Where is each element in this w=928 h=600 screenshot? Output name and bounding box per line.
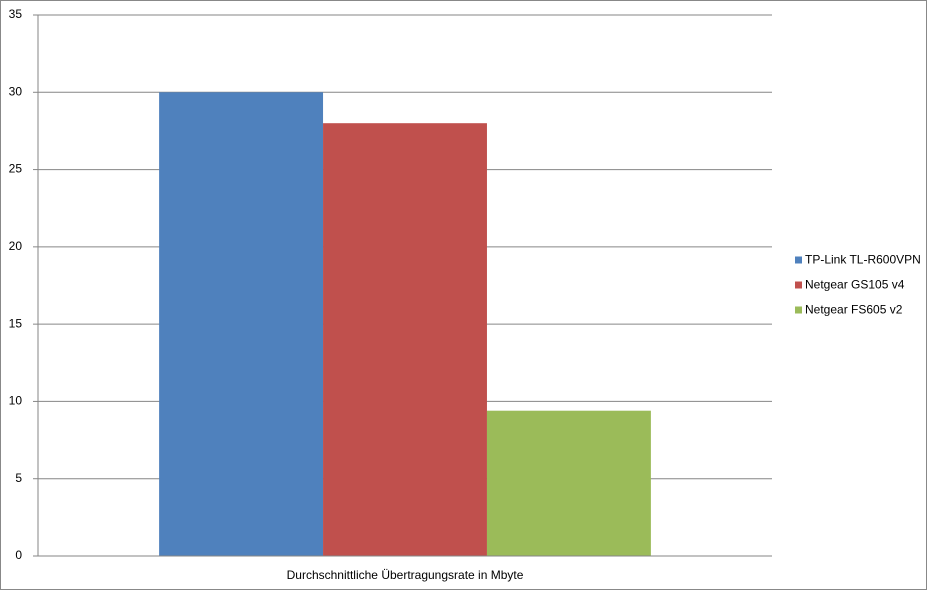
y-tick-label: 5 bbox=[15, 471, 22, 485]
y-tick-label: 30 bbox=[9, 84, 23, 98]
legend-label: Netgear FS605 v2 bbox=[805, 303, 903, 317]
y-tick-label: 10 bbox=[9, 394, 23, 408]
bar bbox=[486, 410, 651, 556]
legend-label: TP-Link TL-R600VPN bbox=[805, 253, 921, 267]
y-tick-label: 15 bbox=[9, 316, 23, 330]
y-tick-label: 0 bbox=[15, 548, 22, 562]
bar bbox=[323, 123, 487, 556]
x-tick-label: Durchschnittliche Übertragungsrate in Mb… bbox=[287, 568, 524, 582]
legend-swatch bbox=[795, 281, 802, 289]
y-tick-label: 25 bbox=[9, 162, 23, 176]
bar bbox=[159, 92, 324, 557]
legend-swatch bbox=[795, 256, 802, 264]
y-tick-label: 20 bbox=[9, 239, 23, 253]
y-tick-label: 35 bbox=[9, 7, 23, 21]
legend-label: Netgear GS105 v4 bbox=[805, 278, 905, 292]
legend-swatch bbox=[795, 306, 802, 314]
